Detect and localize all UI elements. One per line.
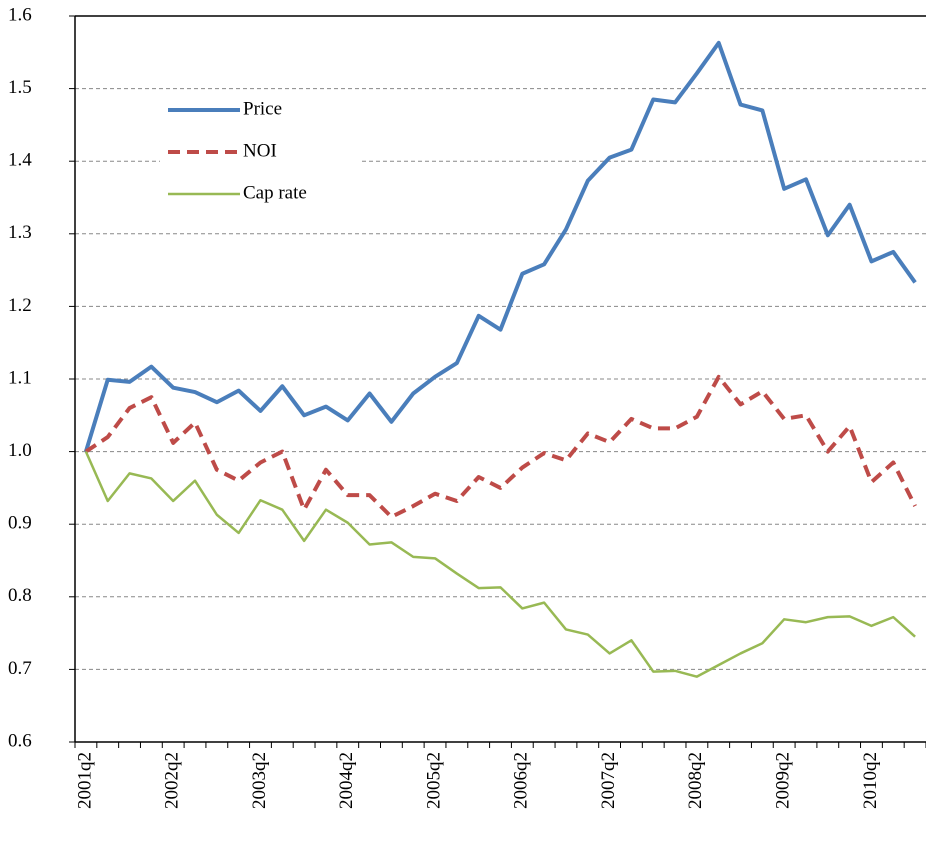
x-tick-label: 2004q2 <box>336 752 357 809</box>
x-tick-label: 2007q2 <box>598 752 619 809</box>
y-tick-label: 0.8 <box>8 585 32 606</box>
x-tick-label: 2010q2 <box>860 752 881 809</box>
y-tick-label: 0.6 <box>8 730 32 751</box>
legend-label: Cap rate <box>243 182 307 203</box>
x-tick-label: 2003q2 <box>249 752 270 809</box>
y-tick-label: 1.6 <box>8 4 32 25</box>
legend-label: Price <box>243 98 282 119</box>
y-tick-label: 1.1 <box>8 367 32 388</box>
y-tick-label: 1.4 <box>8 150 32 171</box>
y-tick-label: 1.2 <box>8 295 32 316</box>
y-tick-label: 1.5 <box>8 77 32 98</box>
x-tick-label: 2001q2 <box>74 752 95 809</box>
x-tick-label: 2005q2 <box>423 752 444 809</box>
y-tick-label: 0.7 <box>8 658 32 679</box>
series-line <box>84 451 916 678</box>
x-tick-label: 2002q2 <box>162 752 183 809</box>
y-tick-label: 0.9 <box>8 513 32 534</box>
series-line <box>84 374 917 519</box>
x-tick-label: 2008q2 <box>685 752 706 809</box>
x-tick-label: 2006q2 <box>511 752 532 809</box>
y-tick-label: 1.0 <box>8 440 32 461</box>
legend-label: NOI <box>243 140 277 161</box>
legend-box <box>160 92 360 217</box>
y-tick-label: 1.3 <box>8 222 32 243</box>
x-tick-label: 2009q2 <box>773 752 794 809</box>
series-line <box>83 40 917 453</box>
